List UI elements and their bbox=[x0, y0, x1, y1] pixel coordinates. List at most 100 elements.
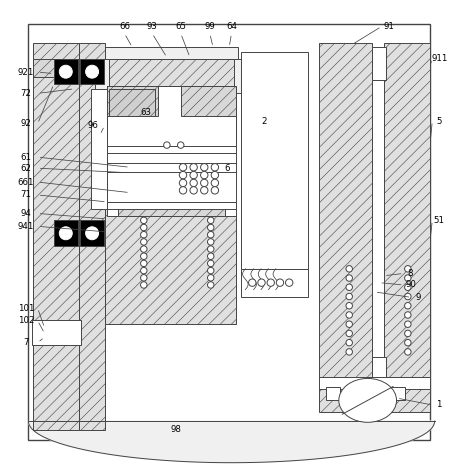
Text: 941: 941 bbox=[18, 222, 34, 231]
Circle shape bbox=[141, 253, 147, 260]
Circle shape bbox=[200, 187, 208, 194]
Text: 96: 96 bbox=[88, 121, 99, 130]
Bar bbox=[107, 87, 157, 116]
Circle shape bbox=[86, 227, 99, 240]
Circle shape bbox=[207, 253, 214, 260]
Text: 102: 102 bbox=[18, 316, 34, 325]
Text: 92: 92 bbox=[21, 119, 31, 128]
Circle shape bbox=[405, 330, 411, 337]
Circle shape bbox=[179, 179, 187, 187]
Text: 63: 63 bbox=[141, 108, 151, 117]
Bar bbox=[225, 202, 236, 216]
Circle shape bbox=[211, 179, 219, 187]
Circle shape bbox=[207, 282, 214, 288]
Circle shape bbox=[86, 65, 99, 78]
Circle shape bbox=[346, 312, 352, 318]
Text: 8: 8 bbox=[408, 269, 413, 278]
Circle shape bbox=[141, 282, 147, 288]
Circle shape bbox=[141, 231, 147, 238]
Circle shape bbox=[141, 239, 147, 245]
Circle shape bbox=[190, 179, 197, 187]
Circle shape bbox=[276, 279, 284, 286]
Text: 99: 99 bbox=[205, 22, 215, 31]
Circle shape bbox=[405, 340, 411, 346]
Bar bbox=[181, 87, 236, 116]
Text: 71: 71 bbox=[20, 191, 31, 200]
Text: 93: 93 bbox=[147, 22, 157, 31]
Bar bbox=[54, 220, 78, 246]
Bar bbox=[105, 202, 236, 324]
Text: 7: 7 bbox=[23, 338, 29, 347]
Ellipse shape bbox=[339, 378, 396, 422]
Bar bbox=[107, 147, 236, 204]
Bar bbox=[79, 43, 105, 430]
Circle shape bbox=[179, 171, 187, 179]
Bar bbox=[105, 59, 238, 89]
Text: 61: 61 bbox=[20, 153, 31, 162]
Circle shape bbox=[405, 349, 411, 355]
Circle shape bbox=[286, 279, 293, 286]
Circle shape bbox=[207, 231, 214, 238]
Bar bbox=[319, 43, 372, 412]
Text: 9: 9 bbox=[416, 293, 421, 302]
Bar bbox=[109, 89, 155, 115]
Circle shape bbox=[405, 284, 411, 290]
Bar bbox=[54, 59, 78, 84]
Circle shape bbox=[346, 275, 352, 281]
Bar bbox=[33, 59, 79, 77]
Circle shape bbox=[59, 65, 72, 78]
Circle shape bbox=[211, 164, 219, 171]
Circle shape bbox=[207, 224, 214, 231]
Text: 66: 66 bbox=[119, 22, 130, 31]
Bar bbox=[372, 357, 386, 384]
Text: 98: 98 bbox=[171, 425, 181, 434]
Circle shape bbox=[141, 274, 147, 281]
Circle shape bbox=[211, 187, 219, 194]
Text: 72: 72 bbox=[20, 89, 31, 98]
Circle shape bbox=[346, 330, 352, 337]
Text: 661: 661 bbox=[18, 177, 34, 186]
Circle shape bbox=[179, 164, 187, 171]
Bar bbox=[80, 220, 104, 246]
Bar bbox=[105, 47, 238, 59]
Text: 101: 101 bbox=[18, 304, 34, 313]
Text: 911: 911 bbox=[431, 54, 447, 63]
Circle shape bbox=[141, 260, 147, 267]
Circle shape bbox=[346, 349, 352, 355]
Circle shape bbox=[346, 265, 352, 272]
Circle shape bbox=[207, 239, 214, 245]
Bar bbox=[319, 377, 430, 389]
Circle shape bbox=[346, 321, 352, 327]
Bar bbox=[326, 386, 340, 400]
Bar bbox=[241, 52, 308, 269]
Text: 6: 6 bbox=[224, 164, 230, 173]
Bar bbox=[234, 59, 248, 93]
Circle shape bbox=[249, 279, 256, 286]
Text: 51: 51 bbox=[434, 216, 445, 225]
Text: 921: 921 bbox=[18, 68, 34, 77]
Circle shape bbox=[200, 164, 208, 171]
Text: 62: 62 bbox=[20, 164, 31, 173]
Bar bbox=[119, 202, 225, 216]
Bar bbox=[241, 269, 308, 297]
Circle shape bbox=[405, 265, 411, 272]
Polygon shape bbox=[28, 421, 435, 463]
Text: 1: 1 bbox=[437, 401, 442, 410]
Circle shape bbox=[405, 303, 411, 309]
Circle shape bbox=[346, 303, 352, 309]
Text: 5: 5 bbox=[437, 117, 442, 126]
Circle shape bbox=[207, 217, 214, 224]
Circle shape bbox=[405, 293, 411, 300]
Bar bbox=[91, 89, 107, 209]
Bar bbox=[107, 87, 236, 149]
Bar bbox=[28, 24, 430, 439]
Bar bbox=[32, 320, 81, 345]
Text: 65: 65 bbox=[175, 22, 186, 31]
Circle shape bbox=[200, 179, 208, 187]
Bar bbox=[33, 43, 79, 430]
Circle shape bbox=[200, 171, 208, 179]
Circle shape bbox=[211, 171, 219, 179]
Bar bbox=[372, 47, 386, 79]
Text: 91: 91 bbox=[383, 22, 394, 31]
Text: 90: 90 bbox=[405, 280, 416, 289]
